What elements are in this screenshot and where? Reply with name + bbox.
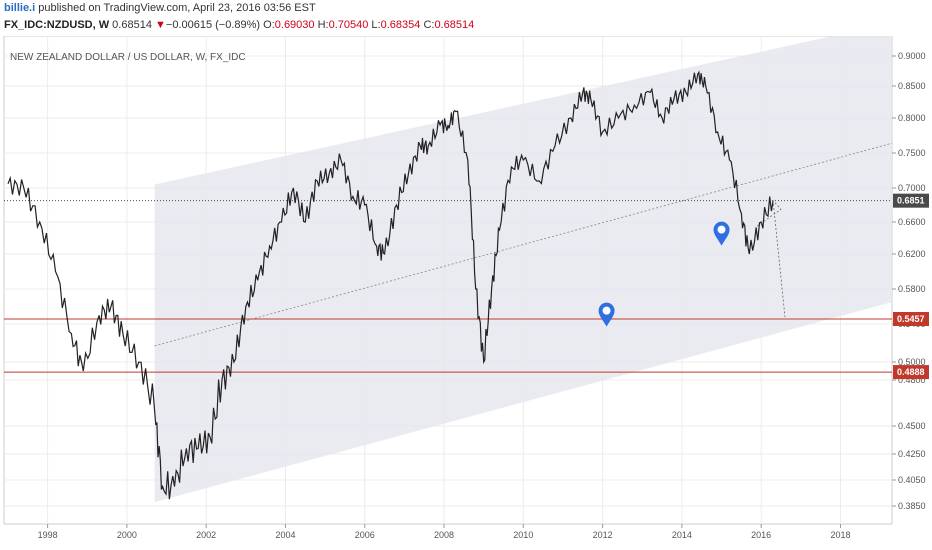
- price-label-box: [893, 365, 929, 380]
- y-axis: 0.9000 0.8500 0.8000 0.7500 0.7000 0.6600 0.62…: [892, 51, 926, 511]
- close-label: C:: [423, 19, 435, 31]
- y-tick-label: 0.4250: [898, 449, 926, 459]
- markers: [598, 221, 730, 327]
- change-value: −0.00615 (−0.89%): [165, 19, 261, 31]
- price-label-text: 0.4888: [897, 367, 925, 377]
- x-tick-label: 2004: [275, 530, 295, 540]
- y-tick-label: 0.4050: [898, 475, 926, 485]
- x-tick-label: 2012: [593, 530, 613, 540]
- pin-hole: [717, 225, 726, 234]
- price-series-line: [7, 70, 774, 500]
- price-labels: 0.6851 0.5457 0.4888: [893, 193, 929, 380]
- channel-midline: [154, 142, 893, 347]
- price-label-text: 0.5457: [897, 314, 925, 324]
- y-tick-label: 0.5800: [898, 284, 926, 294]
- x-tick-label: 2008: [434, 530, 454, 540]
- x-tick-label: 1998: [38, 530, 58, 540]
- price-chart[interactable]: NEW ZEALAND DOLLAR / US DOLLAR, W, FX_ID…: [0, 36, 932, 550]
- y-tick-label: 0.8000: [898, 113, 926, 123]
- x-tick-label: 2014: [672, 530, 692, 540]
- open-value: 0.69030: [274, 19, 315, 31]
- price-label-text: 0.6851: [897, 196, 925, 206]
- y-tick-label: 0.3850: [898, 501, 926, 511]
- y-tick-label: 0.9000: [898, 51, 926, 61]
- change-down-icon: ▼: [155, 19, 166, 31]
- x-tick-label: 2006: [355, 530, 375, 540]
- y-tick-label: 0.7000: [898, 183, 926, 193]
- x-axis: 1998 2000 2002 2004 2006 2008 2010 2012 2014 2016…: [38, 524, 850, 540]
- chart-title: NEW ZEALAND DOLLAR / US DOLLAR, W, FX_ID…: [10, 52, 246, 63]
- open-label: O:: [263, 19, 275, 31]
- high-label: H:: [317, 19, 329, 31]
- x-tick-label: 2010: [513, 530, 533, 540]
- y-tick-label: 0.4500: [898, 421, 926, 431]
- x-tick-label: 2016: [751, 530, 771, 540]
- close-value: 0.68514: [434, 19, 475, 31]
- author-link[interactable]: billie.i: [4, 2, 36, 14]
- y-tick-label: 0.7500: [898, 148, 926, 158]
- symbol-label[interactable]: FX_IDC:NZDUSD, W: [4, 19, 110, 31]
- y-tick-label: 0.6200: [898, 249, 926, 259]
- publish-info: billie.i published on TradingView.com, A…: [4, 2, 316, 14]
- pin-hole: [602, 306, 611, 315]
- y-tick-label: 0.5000: [898, 357, 926, 367]
- ohlc-header: FX_IDC:NZDUSD, W 0.68514 ▼−0.00615 (−0.8…: [4, 19, 474, 31]
- y-tick-label: 0.6600: [898, 217, 926, 227]
- map-pin-icon: [598, 302, 615, 327]
- price-label-box: [893, 312, 929, 327]
- low-value: 0.68354: [380, 19, 421, 31]
- y-tick-label: 0.8500: [898, 81, 926, 91]
- y-tick-label: 0.4800: [898, 375, 926, 385]
- last-price: 0.68514: [112, 19, 152, 31]
- publish-text: published on TradingView.com, April 23, …: [35, 2, 316, 14]
- map-pin-icon: [713, 221, 730, 246]
- x-tick-label: 2018: [830, 530, 850, 540]
- x-tick-label: 2002: [196, 530, 216, 540]
- high-value: 0.70540: [328, 19, 369, 31]
- trend-channel: [154, 36, 892, 503]
- x-tick-label: 2000: [117, 530, 137, 540]
- price-label-box: [893, 193, 929, 208]
- low-label: L:: [371, 19, 381, 31]
